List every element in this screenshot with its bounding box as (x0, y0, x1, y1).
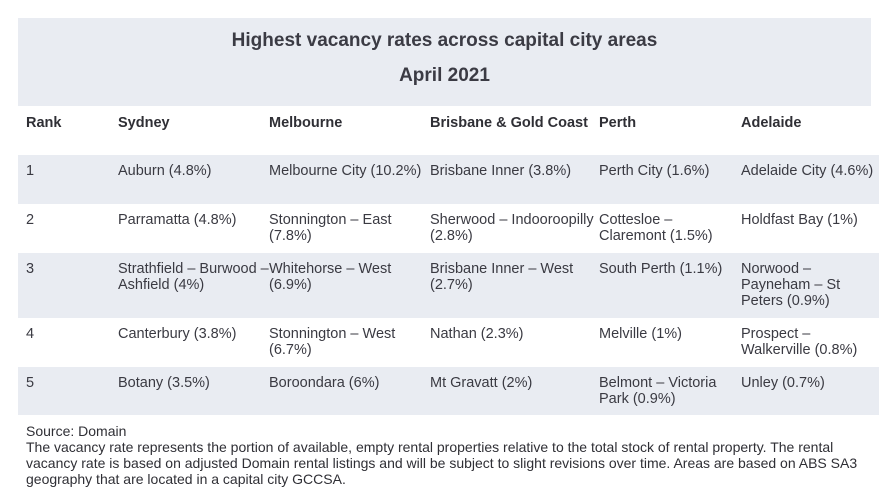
cell-sydney: Strathfield – Burwood – Ashfield (4%) (118, 261, 269, 293)
source-label: Source: Domain (26, 423, 127, 439)
cell-brisbane: Nathan (2.3%) (430, 326, 524, 342)
cell-rank: 4 (26, 326, 35, 342)
table-row: 4 Canterbury (3.8%) Stonnington – West (… (18, 318, 879, 367)
table-subtitle: April 2021 (399, 65, 490, 86)
table-row: 3 Strathfield – Burwood – Ashfield (4%) … (18, 253, 879, 318)
cell-adelaide: Prospect – Walkerville (0.8%) (741, 326, 858, 358)
cell-brisbane: Brisbane Inner – West (2.7%) (430, 261, 574, 293)
cell-rank: 3 (26, 261, 35, 277)
cell-brisbane: Sherwood – Indooroopilly (2.8%) (430, 212, 594, 244)
cell-melbourne: Stonnington – West (6.7%) (269, 326, 396, 358)
header-adelaide: Adelaide (741, 115, 802, 131)
cell-melbourne: Whitehorse – West (6.9%) (269, 261, 392, 293)
cell-perth: Perth City (1.6%) (599, 163, 710, 179)
table-row: 5 Botany (3.5%) Boroondara (6%) Mt Grava… (18, 367, 879, 415)
cell-sydney: Canterbury (3.8%) (118, 326, 237, 342)
table-row: 1 Auburn (4.8%) Melbourne City (10.2%) B… (18, 155, 879, 204)
cell-rank: 1 (26, 163, 35, 179)
cell-melbourne: Melbourne City (10.2%) (269, 163, 422, 179)
cell-sydney: Auburn (4.8%) (118, 163, 212, 179)
methodology-note: The vacancy rate represents the portion … (26, 439, 858, 487)
top-strip (0, 0, 890, 18)
cell-rank: 5 (26, 375, 35, 391)
cell-adelaide: Holdfast Bay (1%) (741, 212, 858, 228)
table-header-row: Rank Sydney Melbourne Brisbane & Gold Co… (18, 106, 879, 155)
vacancy-table-panel: Highest vacancy rates across capital cit… (18, 18, 879, 415)
cell-perth: Melville (1%) (599, 326, 682, 342)
cell-adelaide: Unley (0.7%) (741, 375, 825, 391)
table-row: 2 Parramatta (4.8%) Stonnington – East (… (18, 204, 879, 253)
header-perth: Perth (599, 115, 637, 131)
cell-sydney: Botany (3.5%) (118, 375, 210, 391)
header-sydney: Sydney (118, 115, 170, 131)
header-rank: Rank (26, 115, 62, 131)
cell-perth: Belmont – Victoria Park (0.9%) (599, 375, 717, 407)
header-melbourne: Melbourne (269, 115, 343, 131)
cell-adelaide: Norwood – Payneham – St Peters (0.9%) (741, 261, 841, 309)
cell-melbourne: Stonnington – East (7.8%) (269, 212, 392, 244)
cell-brisbane: Brisbane Inner (3.8%) (430, 163, 572, 179)
cell-sydney: Parramatta (4.8%) (118, 212, 237, 228)
table-title-block: Highest vacancy rates across capital cit… (18, 18, 871, 106)
cell-brisbane: Mt Gravatt (2%) (430, 375, 533, 391)
header-brisbane-gold-coast: Brisbane & Gold Coast (430, 115, 588, 131)
table-title: Highest vacancy rates across capital cit… (231, 30, 658, 51)
cell-rank: 2 (26, 212, 35, 228)
cell-perth: South Perth (1.1%) (599, 261, 723, 277)
cell-adelaide: Adelaide City (4.6%) (741, 163, 874, 179)
table-footer: Source: Domain The vacancy rate represen… (26, 423, 866, 487)
vacancy-table: Rank Sydney Melbourne Brisbane & Gold Co… (18, 106, 879, 415)
cell-melbourne: Boroondara (6%) (269, 375, 380, 391)
cell-perth: Cottesloe – Claremont (1.5%) (599, 212, 713, 244)
